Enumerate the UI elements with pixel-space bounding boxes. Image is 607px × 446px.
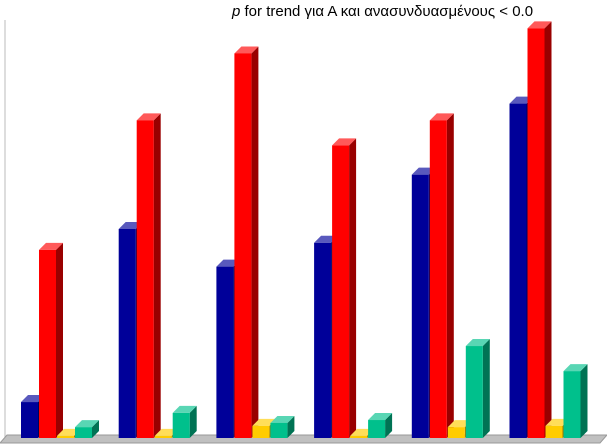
bar: [136, 120, 154, 438]
bar: [118, 229, 136, 438]
bar: [252, 425, 270, 438]
bar-top: [527, 21, 552, 29]
bar: [368, 420, 386, 438]
bar-side: [349, 138, 357, 438]
bar-side: [153, 113, 161, 438]
bar-side: [482, 339, 490, 438]
bar: [39, 249, 56, 438]
bar-side: [189, 405, 197, 438]
chart-title: p for trend για Α και ανασυνδυασμένους <…: [231, 3, 533, 20]
bar-side: [446, 113, 454, 438]
bar: [563, 371, 581, 438]
bar: [270, 422, 288, 438]
bar-top: [368, 413, 393, 421]
bar-top: [563, 364, 588, 372]
bar-top: [136, 113, 161, 121]
bar-top: [270, 415, 295, 423]
bar: [216, 266, 234, 438]
bar: [75, 427, 92, 438]
bar-side: [251, 46, 259, 438]
bar-side: [580, 364, 588, 438]
bar-side: [287, 415, 295, 438]
bar: [545, 425, 563, 438]
bar: [411, 174, 429, 438]
bar-top: [172, 405, 197, 413]
bar-top: [234, 46, 259, 54]
bar-side: [544, 21, 552, 439]
bar: [465, 346, 483, 438]
bar: [314, 242, 332, 438]
title-text: for trend για Α και ανασυνδυασμένους < 0…: [245, 3, 534, 20]
bar: [429, 120, 447, 438]
bar: [350, 435, 368, 438]
bar-top: [39, 242, 63, 250]
bar: [154, 435, 172, 438]
bar-side: [385, 413, 393, 438]
bar: [509, 103, 527, 438]
bar-top: [75, 420, 99, 428]
bar-side: [56, 242, 63, 438]
bar: [57, 435, 74, 438]
title-italic: p: [231, 3, 240, 20]
bar: [172, 412, 190, 438]
bar-top: [429, 113, 454, 121]
bar: [332, 145, 350, 438]
bar: [21, 402, 38, 438]
bar: [234, 53, 252, 438]
bar: [527, 28, 545, 439]
bar-top: [332, 138, 357, 146]
bar-side: [92, 420, 99, 438]
bar: [447, 427, 465, 438]
bar-top: [465, 339, 490, 347]
